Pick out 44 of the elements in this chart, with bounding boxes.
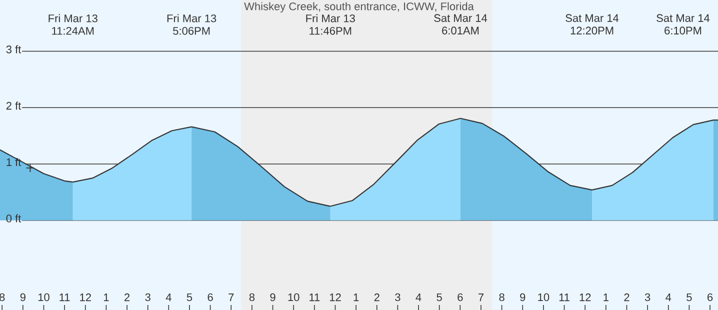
- x-tick-label: 7: [228, 294, 234, 302]
- x2-tick-label: Fri Mar 13 11:46PM: [306, 14, 355, 35]
- x-tick-label: 9: [270, 293, 276, 302]
- y-tick-label: 2 ft: [6, 102, 22, 110]
- x-tick-label: 2: [124, 293, 130, 302]
- x-tick-label: 11: [60, 294, 70, 302]
- x-tick-label: 10: [538, 293, 550, 302]
- x-tick-label: 5: [686, 293, 692, 302]
- x-tick-label: 11: [310, 294, 320, 302]
- x-tick-label: 5: [186, 293, 192, 302]
- x-tick-label: 10: [288, 293, 300, 302]
- x-tick-label: 3: [395, 293, 400, 302]
- x2-tick-label: Sat Mar 14 6:01AM: [434, 14, 488, 34]
- x-tick-label: 4: [416, 294, 422, 302]
- x-tick-label: 1: [354, 294, 359, 302]
- x-tick-label: 2: [374, 293, 380, 302]
- x-tick-label: 8: [0, 293, 5, 302]
- x-tick-label: 8: [499, 293, 504, 302]
- x-tick-label: 12: [80, 293, 91, 302]
- x-tick-label: 3: [145, 293, 150, 302]
- x-tick-label: 9: [20, 293, 26, 302]
- x2-tick-label: Sat Mar 14 6:10PM: [656, 14, 710, 34]
- x-tick-label: 1: [104, 294, 109, 302]
- x-tick-label: 3: [644, 293, 650, 302]
- x2-tick-label: Fri Mar 13 5:06PM: [167, 14, 216, 35]
- x-tick-label: 5: [436, 293, 442, 302]
- x-tick-label: 6: [458, 293, 463, 302]
- x-tick-label: 1: [604, 294, 608, 302]
- x-tick-label: 12: [580, 293, 591, 302]
- x2-tick-label: Sat Mar 14 12:20PM: [566, 14, 619, 34]
- x-tick-label: 11: [559, 294, 570, 302]
- x-tick-label: 12: [330, 293, 341, 302]
- x-tick-label: 2: [624, 293, 630, 302]
- x-tick-label: 6: [208, 293, 213, 302]
- x-tick-label: 8: [249, 293, 255, 302]
- chart-title: Whiskey Creek, south entrance, ICWW, Florida: [244, 2, 474, 12]
- x-tick-label: 9: [520, 293, 526, 302]
- x-tick-label: 10: [38, 293, 50, 302]
- x-tick-label: 4: [166, 294, 172, 302]
- x2-tick-label: Fri Mar 13 11:24AM: [48, 14, 98, 35]
- x-tick-label: 4: [666, 294, 672, 302]
- x-tick-label: 7: [478, 294, 484, 302]
- y-tick-label: 3 ft: [6, 45, 22, 54]
- x-tick-label: 6: [708, 293, 713, 302]
